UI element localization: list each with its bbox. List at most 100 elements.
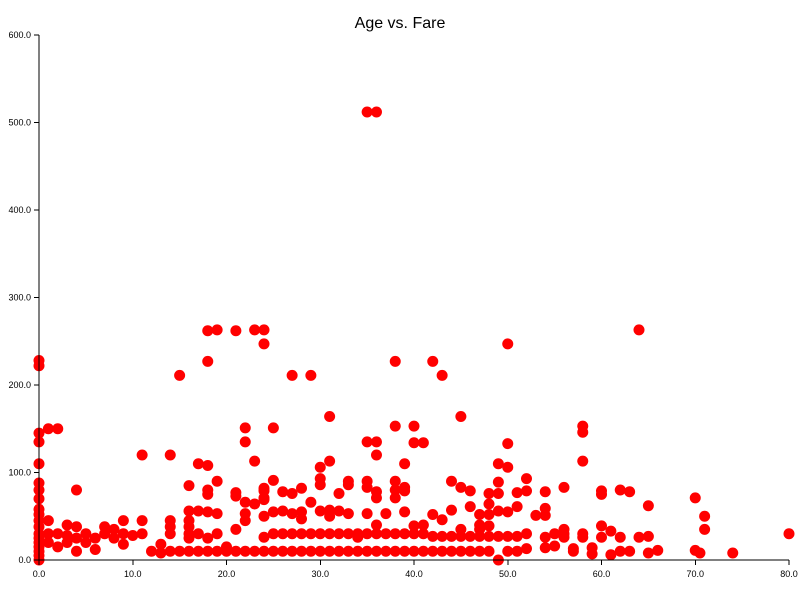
data-point <box>427 509 439 520</box>
data-point <box>71 545 82 557</box>
data-point <box>230 325 242 337</box>
data-point <box>427 355 439 367</box>
data-point <box>305 369 317 381</box>
data-point <box>117 538 129 550</box>
data-point <box>464 530 476 542</box>
data-point <box>267 506 279 518</box>
data-point <box>202 545 214 557</box>
data-point <box>446 530 457 542</box>
data-point <box>558 481 570 493</box>
data-point <box>108 532 120 544</box>
data-point <box>455 545 467 557</box>
data-point <box>249 545 261 557</box>
data-point <box>249 324 261 336</box>
y-tick-label: 100.0 <box>8 468 31 478</box>
data-point <box>371 528 382 540</box>
data-point <box>333 488 345 499</box>
data-point <box>361 436 373 448</box>
data-point <box>371 436 382 448</box>
data-point <box>267 545 279 557</box>
data-point <box>399 528 411 540</box>
data-point <box>371 449 382 461</box>
data-point <box>286 508 298 520</box>
data-point <box>474 530 486 542</box>
data-point <box>305 528 317 540</box>
data-point <box>324 455 336 467</box>
data-point <box>333 505 345 517</box>
data-point <box>342 545 354 557</box>
data-point <box>596 531 607 543</box>
data-point <box>605 525 617 537</box>
data-point <box>277 505 289 517</box>
data-point <box>258 494 270 506</box>
data-point <box>474 545 486 557</box>
data-point <box>596 488 607 500</box>
data-point <box>342 479 354 491</box>
data-point <box>361 528 373 540</box>
data-point <box>296 545 307 557</box>
data-point <box>296 482 307 494</box>
y-tick-label: 300.0 <box>8 293 31 303</box>
data-point <box>314 461 326 473</box>
data-point <box>314 545 326 557</box>
data-point <box>389 528 401 540</box>
data-point <box>511 501 523 513</box>
data-point <box>642 530 654 542</box>
data-point <box>342 528 354 540</box>
data-point <box>446 545 457 557</box>
data-point <box>464 501 476 513</box>
data-point <box>89 544 101 555</box>
data-point <box>258 531 270 543</box>
data-point <box>211 475 223 487</box>
data-point <box>333 545 345 557</box>
data-point <box>436 545 448 557</box>
data-point <box>408 545 420 557</box>
data-point <box>511 487 523 499</box>
data-point <box>361 508 373 520</box>
data-point <box>577 531 589 543</box>
data-point <box>52 541 64 553</box>
data-point <box>380 545 392 557</box>
data-point <box>371 492 382 504</box>
data-point <box>389 475 401 487</box>
data-point <box>474 509 486 520</box>
data-point <box>192 528 204 540</box>
data-point <box>155 538 167 550</box>
data-point <box>642 500 654 512</box>
data-point <box>455 481 467 493</box>
data-point <box>164 545 176 557</box>
data-point <box>502 438 514 450</box>
data-point <box>455 530 467 542</box>
data-point <box>502 530 514 542</box>
data-point <box>361 106 373 118</box>
data-point <box>249 498 261 510</box>
y-tick-label: 400.0 <box>8 205 31 215</box>
data-point <box>694 547 706 559</box>
data-point <box>783 528 795 540</box>
data-point <box>549 528 561 540</box>
x-tick-label: 10.0 <box>124 569 142 579</box>
x-tick-label: 50.0 <box>499 569 517 579</box>
data-point <box>586 548 598 560</box>
y-axis-ticks: 0.0 100.0 200.0 300.0 400.0 500.0 600.0 <box>8 30 39 565</box>
data-point <box>342 508 354 520</box>
data-point <box>483 545 495 557</box>
data-point <box>286 545 298 557</box>
y-tick-label: 0.0 <box>18 555 31 565</box>
data-point <box>267 528 279 540</box>
data-point <box>417 519 429 531</box>
y-tick-label: 600.0 <box>8 30 31 40</box>
data-point <box>117 515 129 527</box>
data-point <box>699 510 711 522</box>
data-point <box>211 528 223 540</box>
data-point <box>361 545 373 557</box>
data-point <box>352 531 364 543</box>
data-point <box>455 411 467 422</box>
data-point <box>202 325 214 337</box>
data-point <box>408 420 420 432</box>
data-point <box>42 423 54 435</box>
data-point <box>164 449 176 461</box>
data-point <box>521 528 532 540</box>
data-point <box>202 460 214 471</box>
data-point <box>108 523 120 535</box>
